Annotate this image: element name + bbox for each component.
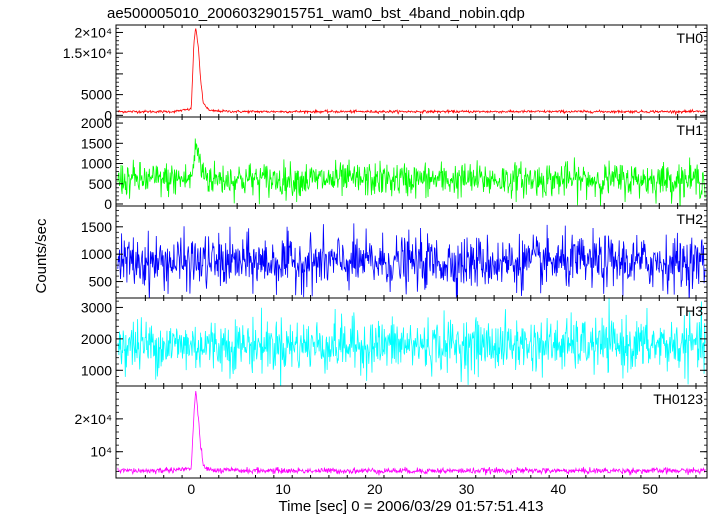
y-tick-label: 1.5×10⁴ (63, 45, 112, 61)
series-line-th1 (117, 138, 706, 206)
panel-th0123: 10⁴ 2×10⁴ TH0123 (74, 385, 708, 479)
x-tick-label: 20 (367, 481, 383, 497)
y-tick-label: 1000 (81, 362, 112, 378)
y-tick-label: 10⁴ (90, 444, 112, 460)
x-axis-label: Time [sec] 0 = 2006/03/29 01:57:51.413 (278, 498, 543, 515)
x-tick-label: 40 (551, 481, 567, 497)
panel-frame (115, 385, 708, 479)
series-label: TH1 (677, 122, 704, 138)
y-tick-label: 500 (89, 176, 113, 192)
y-tick-label: 2×10⁴ (74, 24, 112, 40)
series-label: TH0 (677, 30, 704, 46)
series-label: TH3 (677, 303, 704, 319)
x-tick-label: 50 (642, 481, 658, 497)
y-tick-label: 1500 (81, 135, 112, 151)
series-line-th3 (117, 298, 706, 386)
panel-th0: 0 5000 1.5×10⁴ 2×10⁴ TH0 (63, 24, 708, 123)
panels-group: 0 5000 1.5×10⁴ 2×10⁴ TH0 0 500 1000 1500 2000 TH1 5… (63, 24, 708, 479)
x-tick-label: 30 (459, 481, 475, 497)
x-tick-label: 10 (275, 481, 291, 497)
y-axis-label: Counts/sec (33, 218, 50, 294)
y-tick-label: 5000 (81, 87, 112, 103)
series-label: TH0123 (653, 391, 703, 407)
y-tick-label: 2000 (81, 115, 112, 131)
y-tick-label: 0 (104, 196, 112, 212)
chart-title: ae500005010_20060329015751_wam0_bst_4ban… (107, 5, 525, 22)
x-axis-ticks: 0 10 20 30 40 50 (187, 481, 658, 497)
y-tick-label: 3000 (81, 299, 112, 315)
series-line-th2 (117, 223, 706, 298)
series-line-th0 (117, 28, 706, 116)
y-tick-label: 1500 (81, 219, 112, 235)
series-label: TH2 (677, 211, 704, 227)
y-tick-label: 1000 (81, 156, 112, 172)
panel-frame (115, 116, 708, 207)
panel-th1: 0 500 1000 1500 2000 TH1 (81, 115, 708, 212)
panel-th2: 500 1000 1500 TH2 (81, 205, 708, 299)
x-tick-label: 0 (187, 481, 195, 497)
y-tick-label: 0 (104, 107, 112, 123)
panel-frame (115, 24, 708, 118)
y-tick-label: 1000 (81, 246, 112, 262)
y-tick-label: 2000 (81, 331, 112, 347)
panel-th3: 1000 2000 3000 TH3 (81, 297, 708, 387)
y-tick-label: 500 (89, 274, 113, 290)
y-tick-label: 2×10⁴ (74, 411, 112, 427)
series-line-th0123 (117, 390, 706, 476)
